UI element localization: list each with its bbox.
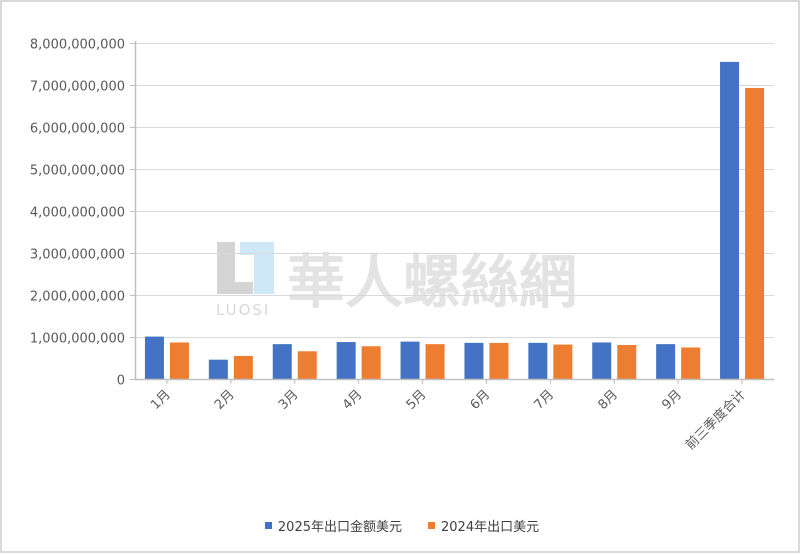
y-tick-label: 5,000,000,000	[30, 164, 125, 179]
bar-2024[interactable]	[553, 344, 573, 379]
luosi-logo-icon	[217, 242, 274, 294]
x-tick-label: 9月	[659, 387, 685, 413]
legend-item-2024[interactable]: 2024年出口美元	[428, 516, 539, 535]
y-tick-label: 3,000,000,000	[30, 248, 125, 263]
bar-2025[interactable]	[272, 344, 292, 379]
legend-label-2025: 2025年出口金额美元	[277, 519, 402, 535]
legend-swatch-2024	[428, 521, 435, 529]
bar-2025[interactable]	[528, 342, 548, 379]
x-tick-label: 7月	[532, 387, 558, 413]
bar-2024[interactable]	[489, 342, 509, 379]
y-tick-label: 8,000,000,000	[30, 38, 125, 53]
bar-2024[interactable]	[297, 351, 317, 379]
x-tick-label: 4月	[340, 387, 366, 413]
bar-2025[interactable]	[464, 342, 484, 379]
y-tick-label: 7,000,000,000	[30, 80, 125, 95]
y-tick-label: 4,000,000,000	[30, 206, 125, 221]
x-tick-label: 3月	[276, 387, 302, 413]
bars	[144, 61, 765, 380]
y-tick-label: 2,000,000,000	[30, 290, 125, 305]
bar-2025[interactable]	[720, 61, 740, 380]
y-tick-label: 0	[117, 374, 125, 389]
bar-2024[interactable]	[169, 342, 189, 379]
axes	[134, 41, 774, 381]
watermark-logo-text: LUOSI	[216, 301, 270, 319]
x-tick-label: 1月	[148, 387, 174, 413]
chart-legend: 2025年出口金额美元 2024年出口美元	[2, 514, 800, 536]
bar-2024[interactable]	[425, 344, 445, 379]
bar-2024[interactable]	[361, 346, 381, 379]
y-tick-label: 6,000,000,000	[30, 122, 125, 137]
watermark: LUOSI 華人螺絲網	[216, 242, 577, 319]
x-tick-label: 8月	[595, 387, 621, 413]
legend-swatch-2025	[264, 521, 272, 529]
bar-2025[interactable]	[656, 344, 676, 379]
y-axis-ticks: 0 1,000,000,000 2,000,000,000 3,000,000,000…	[30, 38, 135, 389]
x-tick-label: 5月	[404, 387, 430, 413]
bar-2024[interactable]	[233, 355, 253, 379]
bar-2024[interactable]	[617, 344, 637, 379]
legend-item-2025[interactable]: 2025年出口金额美元	[264, 516, 402, 535]
bar-2025[interactable]	[592, 342, 612, 379]
x-tick-label: 6月	[468, 387, 494, 413]
bar-2025[interactable]	[144, 336, 164, 379]
y-tick-label: 1,000,000,000	[30, 332, 125, 347]
x-tick-label: 2月	[212, 387, 238, 413]
legend-label-2024: 2024年出口美元	[441, 519, 540, 535]
x-tick-label: 前三季度合计	[682, 387, 748, 453]
bar-2024[interactable]	[681, 347, 701, 380]
bar-2025[interactable]	[400, 341, 420, 379]
bar-2025[interactable]	[208, 359, 228, 379]
watermark-cn-text: 華人螺絲網	[287, 248, 577, 316]
bar-2024[interactable]	[745, 87, 765, 379]
gridlines	[135, 43, 774, 338]
bar-2025[interactable]	[336, 342, 356, 379]
